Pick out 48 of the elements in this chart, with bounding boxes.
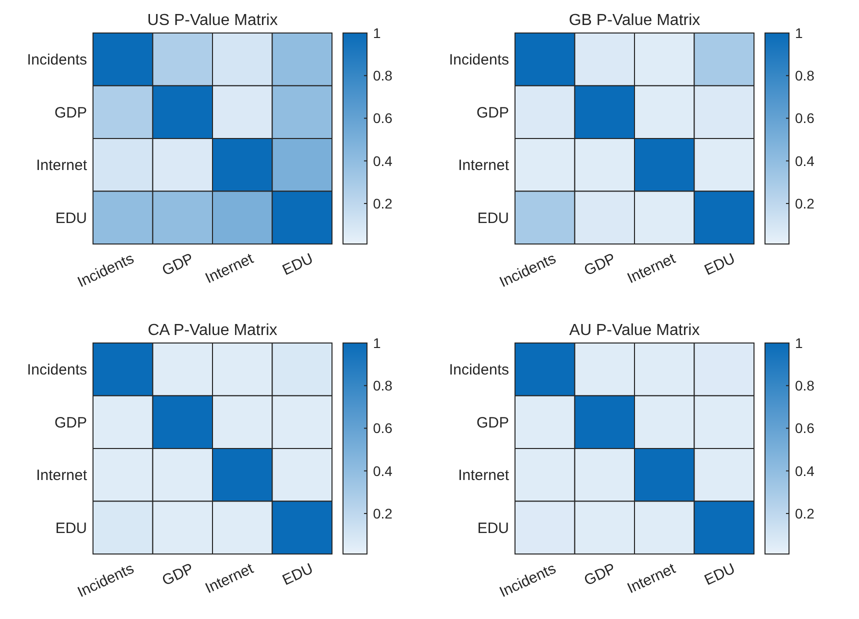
color-bar-label: 0.4	[373, 152, 393, 169]
x-tick-label: GDP	[582, 250, 618, 280]
color-bar-label: 0.2	[795, 505, 815, 522]
color-bar-label: 0.8	[795, 68, 815, 84]
y-tick-label: GDP	[476, 414, 509, 432]
x-tick-label: GDP	[160, 560, 196, 590]
x-tick-label: EDU	[280, 250, 316, 280]
color-bar-label: 0.8	[795, 378, 815, 394]
color-bar-label: 0.4	[795, 462, 815, 479]
chart-title: US P-Value Matrix	[147, 12, 278, 29]
y-tick-label: Incidents	[26, 52, 87, 69]
y-tick-label: Internet	[36, 467, 88, 484]
x-tick-label: GDP	[582, 560, 618, 590]
y-tick-label: EDU	[55, 520, 87, 537]
chart-title: GB P-Value Matrix	[568, 12, 700, 29]
color-bar-label: 0.2	[373, 195, 393, 212]
x-tick-label: EDU	[702, 250, 738, 280]
color-bar-label: 0.8	[373, 68, 393, 84]
y-tick-label: GDP	[476, 104, 509, 122]
x-tick-label: GDP	[160, 250, 196, 280]
color-bar-label: 0.4	[373, 462, 393, 479]
x-tick-label: EDU	[702, 560, 738, 590]
y-tick-label: EDU	[477, 210, 509, 227]
color-bar-label: 0.6	[373, 110, 393, 126]
y-tick-label: Internet	[458, 157, 510, 174]
color-bar-label: 0.6	[373, 420, 393, 436]
color-bar-label: 1	[795, 24, 803, 41]
y-tick-label: EDU	[55, 210, 87, 227]
color-bar-label: 0.6	[795, 420, 815, 436]
y-tick-label: Internet	[458, 467, 510, 484]
y-tick-label: Incidents	[26, 362, 87, 379]
y-tick-label: Internet	[36, 157, 88, 174]
y-tick-label: Incidents	[448, 52, 509, 69]
x-tick-label: EDU	[280, 560, 316, 590]
color-bar-label: 0.8	[373, 378, 393, 394]
y-tick-label: GDP	[54, 104, 87, 122]
y-tick-label: GDP	[54, 414, 87, 432]
y-tick-label: Incidents	[448, 362, 509, 379]
color-bar-label: 0.6	[795, 110, 815, 126]
chart-title: AU P-Value Matrix	[569, 322, 700, 339]
chart-title: CA P-Value Matrix	[148, 322, 278, 339]
color-bar-label: 1	[373, 24, 381, 41]
y-tick-label: EDU	[477, 520, 509, 537]
color-bar-label: 0.2	[373, 505, 393, 522]
color-bar-label: 1	[795, 334, 803, 351]
color-bar-label: 1	[373, 334, 381, 351]
color-bar-label: 0.2	[795, 195, 815, 212]
color-bar-label: 0.4	[795, 152, 815, 169]
